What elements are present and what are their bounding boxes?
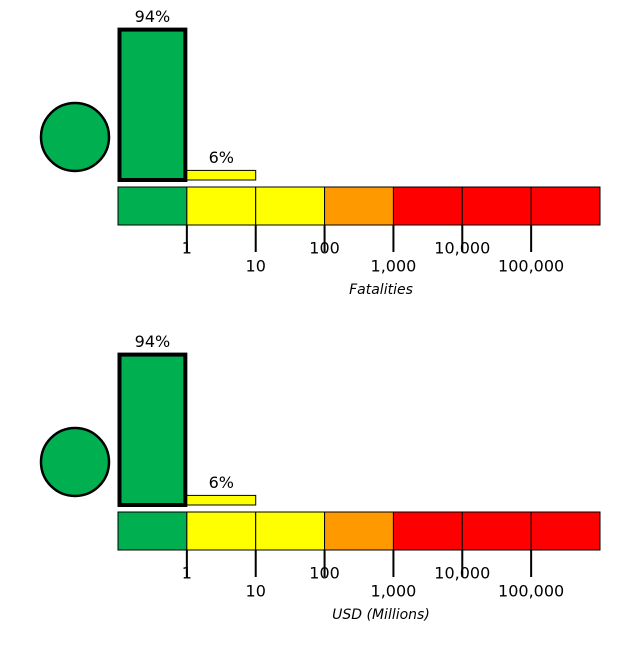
scale-segment (255, 186, 326, 226)
scale-segment (324, 511, 394, 551)
bar (117, 27, 188, 182)
scale-segment (530, 186, 601, 226)
alert-circle (39, 101, 111, 173)
x-tick-label: 1 (182, 239, 192, 258)
value-label: 6% (209, 148, 234, 167)
bar (186, 169, 257, 181)
x-tick-label: 1,000 (371, 257, 417, 276)
alert-circle (39, 426, 111, 498)
x-tick-label: 10 (246, 582, 266, 601)
scale-segment (255, 511, 326, 551)
scale-segment (117, 186, 188, 226)
bar (186, 494, 257, 506)
x-tick-label: 100,000 (498, 257, 564, 276)
axis-label: Fatalities (349, 282, 413, 298)
scale-segment (392, 511, 463, 551)
scale-segment (461, 511, 532, 551)
value-label: 94% (135, 332, 171, 351)
scale-segment (186, 186, 257, 226)
bar (117, 352, 188, 507)
x-tick-label: 1 (182, 564, 192, 583)
x-tick-label: 100 (309, 564, 340, 583)
scale-segment (392, 186, 463, 226)
scale-segment (117, 511, 188, 551)
scale-segment (530, 511, 601, 551)
x-tick-label: 1,000 (371, 582, 417, 601)
scale-segment (186, 511, 257, 551)
x-tick-label: 10,000 (434, 239, 490, 258)
value-label: 6% (209, 473, 234, 492)
scale-segment (324, 186, 394, 226)
axis-label: USD (Millions) (332, 607, 430, 623)
x-tick-label: 100,000 (498, 582, 564, 601)
x-tick-label: 100 (309, 239, 340, 258)
x-tick-label: 10 (246, 257, 266, 276)
value-label: 94% (135, 7, 171, 26)
x-tick-label: 10,000 (434, 564, 490, 583)
scale-segment (461, 186, 532, 226)
